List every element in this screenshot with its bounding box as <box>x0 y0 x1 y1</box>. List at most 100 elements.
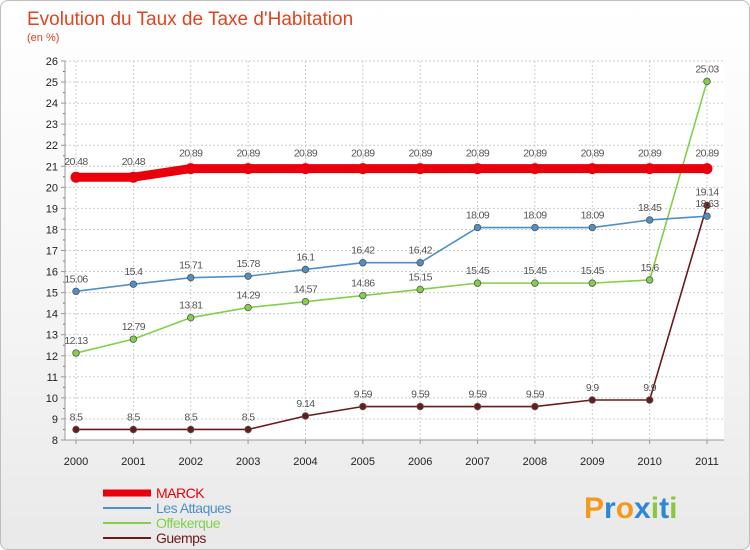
data-point <box>531 279 539 287</box>
y-tick-label: 16 <box>46 267 58 279</box>
data-point <box>414 163 426 175</box>
data-point <box>357 163 369 175</box>
y-tick-label: 12 <box>46 351 58 363</box>
data-label: 20.48 <box>122 156 146 168</box>
data-label: 20.89 <box>409 148 433 160</box>
data-label: 9.59 <box>354 389 373 401</box>
data-label: 9.59 <box>411 389 430 401</box>
x-tick-label: 2001 <box>121 456 145 468</box>
x-tick-label: 2007 <box>465 456 489 468</box>
data-point <box>244 303 252 312</box>
data-label: 15.06 <box>64 273 88 285</box>
data-point <box>187 313 195 322</box>
data-point <box>72 349 80 357</box>
data-label: 15.78 <box>236 258 260 270</box>
data-label: 20.89 <box>179 148 203 160</box>
data-point <box>703 77 711 86</box>
data-point <box>416 259 424 267</box>
y-tick-label: 10 <box>46 393 58 405</box>
data-label: 20.89 <box>236 148 260 160</box>
y-tick-label: 14 <box>46 309 58 321</box>
data-point <box>588 396 596 404</box>
logo-letter: i <box>651 492 659 525</box>
data-label: 15.45 <box>581 265 605 277</box>
data-label: 18.63 <box>695 198 719 210</box>
data-label: 20.89 <box>523 148 547 160</box>
data-point <box>301 297 310 306</box>
legend-label: Offekerque <box>156 515 221 531</box>
data-point <box>127 171 139 183</box>
x-tick-label: 2002 <box>178 456 202 468</box>
data-point <box>244 425 252 434</box>
x-tick-label: 2006 <box>408 456 432 468</box>
data-label: 16.42 <box>409 245 433 257</box>
data-label: 20.89 <box>581 148 605 160</box>
legend-label: Guemps <box>156 530 206 546</box>
data-label: 20.89 <box>466 148 490 160</box>
data-point <box>359 402 367 411</box>
data-label: 20.89 <box>294 148 318 160</box>
data-point <box>359 259 367 267</box>
logo-letter: t <box>659 492 669 525</box>
data-label: 14.29 <box>236 290 260 302</box>
data-point <box>416 402 424 411</box>
y-tick-label: 26 <box>46 56 58 68</box>
data-label: 12.13 <box>64 335 88 347</box>
y-tick-label: 11 <box>47 372 58 384</box>
data-label: 15.45 <box>466 265 490 277</box>
logo-letter: i <box>669 492 677 525</box>
chart-title: Evolution du Taux de Taxe d'Habitation <box>27 9 353 30</box>
legend-label: MARCK <box>156 485 205 501</box>
data-point <box>588 223 596 232</box>
data-point <box>644 163 656 175</box>
y-tick-label: 13 <box>46 330 58 342</box>
y-tick-label: 8 <box>52 435 58 447</box>
data-point <box>299 163 311 175</box>
logo-letter: o <box>616 492 634 525</box>
data-label: 8.5 <box>184 411 198 423</box>
y-tick-label: 19 <box>46 203 58 215</box>
data-label: 15.6 <box>641 262 660 274</box>
series-line-offekerque <box>75 80 708 354</box>
data-point <box>416 285 424 294</box>
x-tick-label: 2009 <box>580 456 604 468</box>
data-label: 18.09 <box>466 210 490 222</box>
y-tick-label: 15 <box>46 288 58 300</box>
y-tick-label: 17 <box>46 246 58 258</box>
data-point <box>301 265 310 274</box>
y-tick-label: 24 <box>46 98 58 110</box>
x-tick-label: 2003 <box>236 456 260 468</box>
data-label: 20.89 <box>695 148 719 160</box>
series-line-les-attaques <box>75 215 708 293</box>
data-label: 14.57 <box>294 284 318 296</box>
y-tick-label: 20 <box>46 182 58 194</box>
data-label: 20.89 <box>638 148 662 160</box>
data-label: 8.5 <box>127 411 141 423</box>
data-label: 9.59 <box>469 389 488 401</box>
data-point <box>473 223 482 232</box>
data-label: 14.86 <box>351 278 375 290</box>
data-point <box>531 402 539 411</box>
data-point <box>244 272 252 280</box>
y-tick-label: 18 <box>46 224 58 236</box>
y-tick-label: 21 <box>46 161 58 173</box>
data-label: 8.5 <box>70 411 84 423</box>
data-point <box>473 402 482 411</box>
data-point <box>72 287 80 296</box>
series-line-marck <box>71 164 712 182</box>
y-tick-label: 25 <box>46 77 58 89</box>
data-point <box>359 291 367 300</box>
data-point <box>529 163 541 175</box>
legend-label: Les Attaques <box>156 500 231 516</box>
y-tick-label: 23 <box>46 119 58 131</box>
data-label: 18.45 <box>638 202 662 214</box>
data-point <box>301 412 310 420</box>
data-label: 9.9 <box>586 382 600 394</box>
data-point <box>645 276 654 284</box>
x-tick-label: 2004 <box>293 456 317 468</box>
logo-letter: r <box>604 492 616 525</box>
data-point <box>242 163 254 175</box>
data-point <box>187 425 195 434</box>
x-tick-label: 2005 <box>351 456 375 468</box>
